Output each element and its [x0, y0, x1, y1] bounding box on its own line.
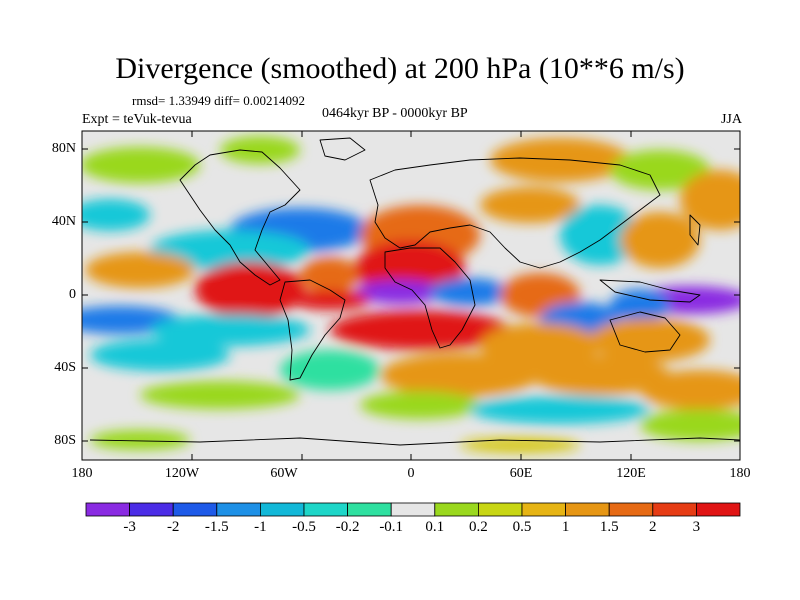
coastline-path [319, 137, 366, 161]
colorbar-swatch [259, 502, 305, 517]
field-blob [82, 147, 200, 183]
lon-label-180e: 180 [729, 466, 751, 481]
field-blob [355, 280, 445, 304]
colorbar-label: -0.5 [292, 519, 316, 535]
stats-text: rmsd= 1.33949 diff= 0.00214092 [132, 93, 305, 108]
colorbar-swatch [696, 502, 741, 517]
colorbar-swatch [129, 502, 174, 517]
field-blob [150, 230, 310, 270]
field-blob [280, 350, 380, 390]
colorbar-label: -0.1 [379, 519, 404, 535]
colorbar-label: -0.2 [335, 519, 360, 535]
coastline-path [689, 214, 701, 246]
lat-label-40n: 40N [51, 214, 76, 229]
field-blob [430, 278, 510, 306]
coastline-path [369, 157, 661, 269]
field-blob [640, 370, 740, 410]
lat-label-80s: 80S [54, 433, 76, 448]
coastline-path [384, 247, 476, 349]
colorbar-swatch [652, 502, 697, 517]
colorbar-swatch [565, 502, 610, 517]
field-blob [85, 252, 195, 288]
colorbar [85, 502, 741, 517]
colorbar-label: 1.5 [599, 519, 619, 535]
field-blob [380, 353, 540, 397]
lon-label-180w: 180 [71, 466, 93, 481]
colorbar-label: 1 [561, 519, 570, 535]
colorbar-swatch [303, 502, 348, 517]
lat-label-80n: 80N [51, 141, 76, 156]
field-blob [290, 290, 370, 310]
season-label: JJA [720, 112, 742, 127]
coastline-path [179, 149, 301, 286]
field-blob [195, 262, 305, 318]
experiment-label: Expt = teVuk-tevua [82, 112, 192, 127]
colorbar-swatch [216, 502, 261, 517]
colorbar-label: 2 [649, 519, 657, 535]
colorbar-swatch [347, 502, 392, 517]
coastline-path [599, 279, 701, 303]
divergence-field [82, 131, 740, 460]
colorbar-label: 3 [692, 519, 701, 535]
field-blob [640, 409, 740, 441]
map-title: Divergence (smoothed) at 200 hPa (10**6 … [115, 52, 685, 85]
field-blob [330, 310, 510, 350]
lat-label-eq: 0 [69, 287, 76, 302]
field-blob [220, 136, 300, 164]
coastlines [89, 137, 740, 446]
field-blob [610, 150, 710, 190]
colorbar-swatch [434, 502, 479, 517]
colorbar-swatch [477, 502, 523, 517]
field-blob [140, 381, 300, 409]
field-blob [560, 205, 640, 265]
colorbar-label: -1.5 [204, 519, 229, 535]
field-blob [460, 437, 580, 453]
field-blob [480, 323, 600, 367]
field-blob [360, 391, 480, 419]
field-blob [470, 396, 650, 424]
lon-label-120e: 120E [616, 466, 646, 481]
lon-label-0: 0 [407, 466, 415, 481]
lat-label-40s: 40S [54, 360, 76, 375]
field-blob [300, 257, 360, 293]
field-blob [530, 355, 670, 395]
colorbar-swatch [390, 502, 436, 517]
coastline-path [609, 311, 681, 353]
field-blob [610, 289, 670, 321]
field-blob [90, 430, 190, 450]
field-blob [680, 170, 740, 230]
lon-label-120w: 120W [164, 466, 200, 481]
field-blob [590, 318, 710, 362]
colorbar-label: 0.2 [469, 519, 488, 535]
field-blob [150, 314, 310, 346]
colorbar-label: -1 [254, 519, 267, 535]
period-label: 0464kyr BP - 0000kyr BP [322, 106, 468, 121]
colorbar-swatch [608, 502, 654, 517]
field-blob [620, 212, 700, 268]
lon-label-60e: 60E [509, 466, 533, 481]
lon-label-60w: 60W [270, 466, 298, 481]
colorbar-label: 0.5 [512, 519, 532, 535]
colorbar-label: -2 [166, 519, 180, 535]
coastline-path [279, 279, 346, 381]
field-blob [90, 339, 230, 371]
coastline-path [89, 437, 740, 446]
colorbar-swatch [521, 502, 566, 517]
colorbar-swatch [172, 502, 218, 517]
colorbar-label: -3 [123, 519, 136, 535]
colorbar-label: 0.1 [425, 519, 445, 535]
field-blob [82, 199, 150, 231]
field-blob [480, 187, 580, 223]
colorbar-swatch [85, 502, 130, 517]
